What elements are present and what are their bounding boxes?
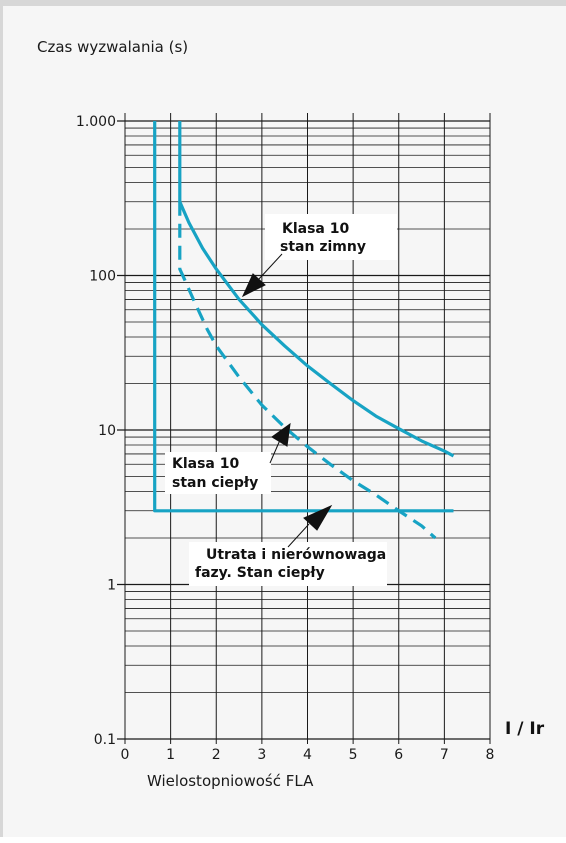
x-axis-label: Wielostopniowość FLA: [147, 772, 314, 790]
annotation-arrows: [241, 253, 333, 548]
annotation-box-cold: [265, 214, 397, 260]
annotation-box-warm: [165, 452, 271, 494]
annotation-text: Klasa 10 stan zimny Klasa 10 stan ciepły…: [172, 221, 386, 581]
trip-time-chart: Czas wyzwalania (s) Klasa 10 stan zimny …: [37, 38, 545, 790]
arrow-phase-head: [303, 504, 333, 531]
annotation-box-phase: [189, 542, 387, 586]
arrow-warm-line: [269, 439, 281, 464]
arrow-cold-head: [241, 273, 266, 298]
annotation-cold-line2: stan zimny: [280, 239, 366, 255]
x-tick-labels: 0 1 2 3 4 5 6 7 8: [121, 747, 495, 763]
annotation-boxes: [165, 214, 397, 586]
y-tick-label: 100: [89, 269, 116, 285]
x-unit-label: I / Ir: [505, 719, 545, 739]
trip-curve-2: [178, 201, 437, 540]
x-tick-label: 5: [349, 747, 358, 763]
x-tick-label: 0: [121, 747, 130, 763]
annotation-phase-line2: fazy. Stan ciepły: [195, 565, 325, 581]
curves: [153, 121, 455, 540]
arrow-warm-head: [271, 422, 291, 447]
x-tick-label: 1: [166, 747, 175, 763]
annotation-cold-line1: Klasa 10: [282, 221, 349, 237]
y-tick-label: 1.000: [76, 114, 116, 130]
trip-curve-3: [153, 121, 454, 513]
x-tick-label: 6: [394, 747, 403, 763]
x-tick-label: 3: [257, 747, 266, 763]
y-tick-label: 1: [107, 578, 116, 594]
annotation-warm-line2: stan ciepły: [172, 475, 258, 491]
annotation-warm-line1: Klasa 10: [172, 456, 239, 472]
trip-curve-1: [178, 121, 455, 458]
arrow-cold-line: [257, 253, 283, 281]
annotation-phase-line1: Utrata i nierównowaga: [206, 547, 386, 563]
x-tick-label: 4: [303, 747, 312, 763]
x-tick-label: 2: [212, 747, 221, 763]
grid: [117, 113, 491, 744]
y-tick-label: 0.1: [94, 732, 116, 748]
x-tick-label: 8: [486, 747, 495, 763]
y-tick-labels: 1.000 100 10 1 0.1: [76, 114, 116, 748]
x-tick-label: 7: [440, 747, 449, 763]
y-tick-label: 10: [98, 423, 116, 439]
arrow-phase-line: [287, 523, 310, 548]
y-axis-label: Czas wyzwalania (s): [37, 38, 188, 56]
